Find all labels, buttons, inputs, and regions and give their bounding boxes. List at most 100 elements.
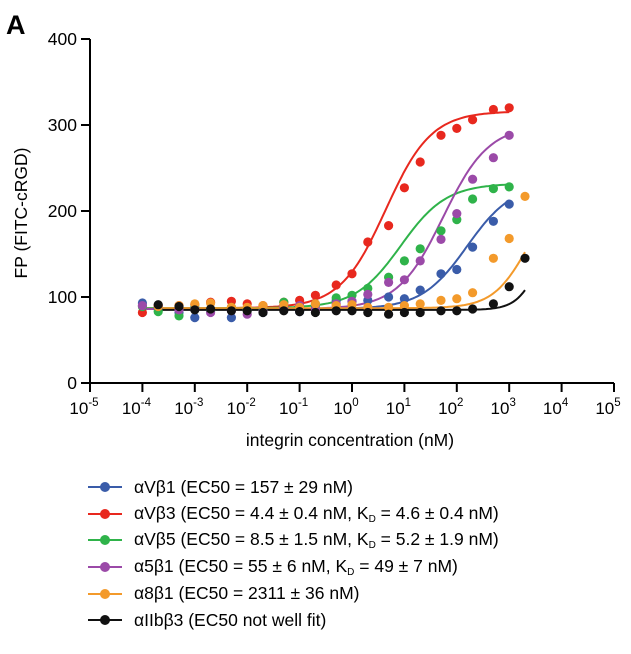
data-point bbox=[399, 301, 409, 311]
data-point bbox=[399, 307, 409, 318]
data-point bbox=[468, 174, 478, 184]
data-point bbox=[488, 299, 498, 309]
data-point bbox=[258, 307, 268, 318]
fit-curve bbox=[158, 251, 526, 310]
legend-swatch bbox=[86, 557, 126, 577]
x-axis: 10-5 10-4 10-3 10-2 10-1 100 101 102 103 104 105 bbox=[69, 382, 621, 418]
data-point bbox=[504, 182, 514, 192]
data-point bbox=[384, 302, 394, 312]
data-point bbox=[206, 304, 216, 314]
legend-label: αVβ1 (EC50 = 157 ± 29 nM) bbox=[134, 476, 353, 497]
data-point bbox=[452, 294, 462, 304]
x-tick-label: 104 bbox=[543, 397, 569, 418]
data-point bbox=[415, 307, 425, 318]
data-point bbox=[226, 313, 236, 323]
legend-swatch bbox=[86, 504, 126, 524]
data-point bbox=[347, 306, 357, 316]
data-point bbox=[520, 253, 530, 263]
x-tick-label: 10-2 bbox=[227, 397, 256, 418]
data-point bbox=[436, 130, 446, 140]
data-point bbox=[279, 306, 289, 316]
data-point bbox=[384, 221, 394, 231]
x-tick-label: 101 bbox=[386, 397, 411, 418]
y-tick-label: 200 bbox=[48, 201, 77, 221]
data-point bbox=[488, 184, 498, 194]
data-point bbox=[436, 295, 446, 305]
y-tick-label: 0 bbox=[67, 373, 77, 393]
data-point bbox=[468, 304, 478, 314]
legend-item: α5β1 (EC50 = 55 ± 6 nM, KD = 49 ± 7 nM) bbox=[86, 554, 499, 581]
x-tick-label: 10-1 bbox=[279, 397, 308, 418]
data-point bbox=[488, 216, 498, 226]
data-point bbox=[504, 103, 514, 113]
y-tick-label: 100 bbox=[48, 287, 77, 307]
data-point bbox=[415, 299, 425, 309]
legend-swatch bbox=[86, 477, 126, 497]
x-axis-label: integrin concentration (nM) bbox=[246, 430, 454, 450]
fit-curve bbox=[142, 183, 510, 310]
data-point bbox=[468, 242, 478, 252]
data-point bbox=[520, 191, 530, 201]
y-axis: 0 100 200 300 400 bbox=[48, 29, 91, 393]
legend-item: αVβ1 (EC50 = 157 ± 29 nM) bbox=[86, 474, 499, 501]
data-point bbox=[504, 130, 514, 140]
data-point bbox=[504, 282, 514, 292]
data-point bbox=[363, 289, 373, 299]
x-tick-label: 100 bbox=[333, 397, 358, 418]
data-point bbox=[242, 306, 252, 316]
legend-label: αVβ5 (EC50 = 8.5 ± 1.5 nM, KD = 5.2 ± 1.… bbox=[134, 529, 499, 552]
data-point bbox=[258, 301, 268, 311]
data-point bbox=[415, 256, 425, 266]
fit-curves bbox=[142, 111, 526, 311]
data-point bbox=[415, 285, 425, 295]
data-point bbox=[452, 209, 462, 219]
data-point bbox=[399, 256, 409, 266]
data-point bbox=[190, 305, 200, 315]
data-point bbox=[436, 306, 446, 316]
x-tick-label: 105 bbox=[595, 397, 620, 418]
data-point bbox=[384, 277, 394, 287]
chart-canvas: 0 100 200 300 400 10-5 10-4 10-3 10-2 10-1 100 101… bbox=[11, 29, 621, 450]
legend-label: αIIbβ3 (EC50 not well fit) bbox=[134, 609, 327, 630]
legend-item: α8β1 (EC50 = 2311 ± 36 nM) bbox=[86, 580, 499, 607]
data-point bbox=[310, 307, 320, 318]
data-point bbox=[436, 226, 446, 236]
data-point bbox=[504, 233, 514, 244]
y-tick-label: 400 bbox=[48, 29, 77, 49]
data-point bbox=[415, 157, 425, 167]
data-point bbox=[174, 301, 184, 312]
data-point bbox=[347, 269, 357, 279]
legend-item: αVβ3 (EC50 = 4.4 ± 0.4 nM, KD = 4.6 ± 0.… bbox=[86, 501, 499, 528]
legend-item: αIIbβ3 (EC50 not well fit) bbox=[86, 607, 499, 634]
data-point bbox=[436, 234, 446, 244]
data-point bbox=[488, 253, 498, 263]
data-point bbox=[415, 244, 425, 254]
legend-label: α8β1 (EC50 = 2311 ± 36 nM) bbox=[134, 583, 360, 604]
data-point bbox=[384, 309, 394, 319]
data-point bbox=[399, 294, 409, 304]
data-point bbox=[399, 183, 409, 193]
data-point bbox=[488, 104, 498, 115]
legend-item: αVβ5 (EC50 = 8.5 ± 1.5 nM, KD = 5.2 ± 1.… bbox=[86, 527, 499, 554]
data-point bbox=[384, 292, 394, 302]
legend-label: α5β1 (EC50 = 55 ± 6 nM, KD = 49 ± 7 nM) bbox=[134, 556, 458, 579]
data-point bbox=[310, 290, 320, 300]
data-point bbox=[363, 307, 373, 318]
fit-curve bbox=[158, 289, 526, 311]
data-point bbox=[226, 306, 236, 316]
legend-swatch bbox=[86, 610, 126, 630]
data-point bbox=[468, 194, 478, 204]
x-tick-label: 10-5 bbox=[69, 397, 98, 418]
legend: αVβ1 (EC50 = 157 ± 29 nM) αVβ3 (EC50 = 4.… bbox=[86, 474, 499, 634]
x-tick-label: 103 bbox=[491, 397, 516, 418]
x-tick-label: 10-4 bbox=[122, 397, 152, 418]
data-point bbox=[363, 237, 373, 247]
data-point bbox=[137, 301, 147, 311]
data-point bbox=[452, 123, 462, 133]
data-point bbox=[310, 299, 320, 309]
data-point bbox=[468, 288, 478, 298]
data-point bbox=[331, 280, 341, 290]
legend-swatch bbox=[86, 584, 126, 604]
data-point bbox=[153, 300, 163, 310]
data-point bbox=[295, 307, 305, 317]
